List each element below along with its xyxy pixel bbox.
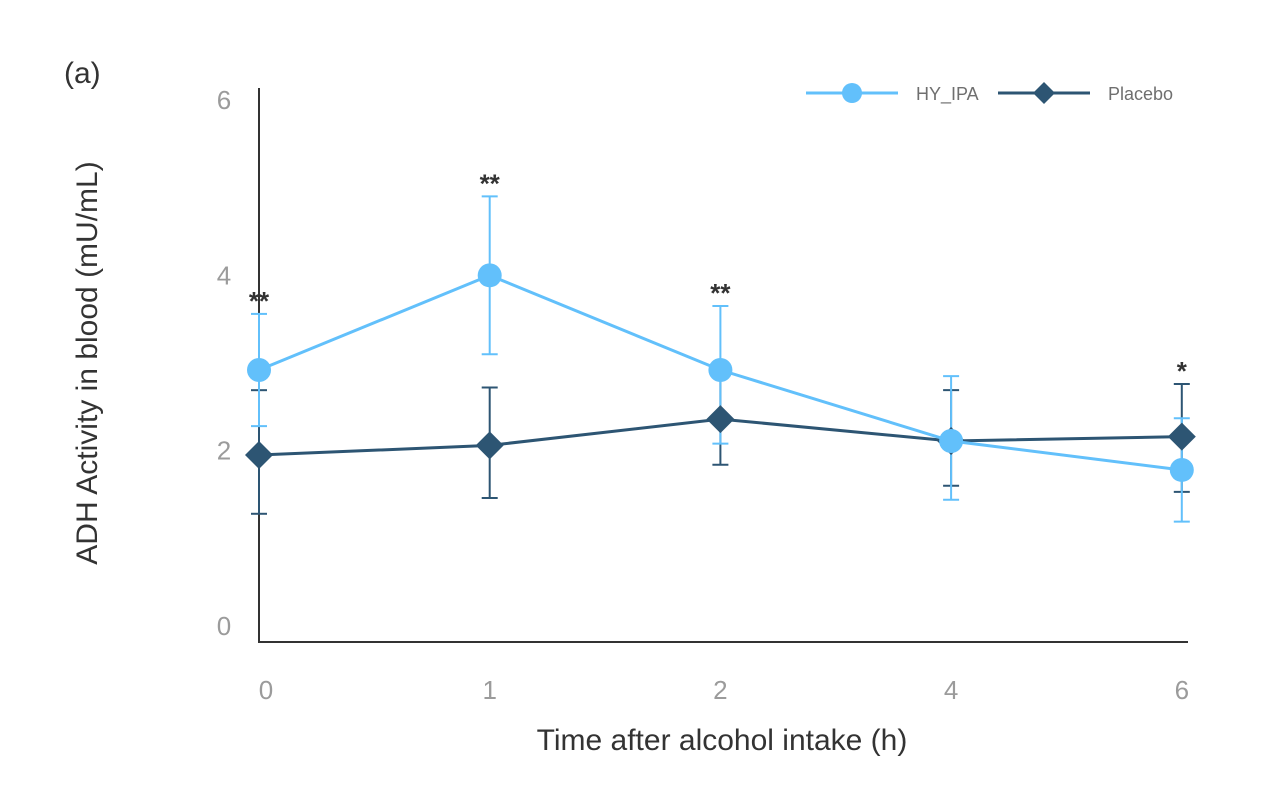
data-point bbox=[245, 441, 273, 470]
legend-item-placebo: Placebo bbox=[998, 82, 1173, 104]
x-tick-label: 1 bbox=[482, 675, 496, 705]
y-axis-title: ADH Activity in blood (mU/mL) bbox=[71, 161, 104, 564]
data-point bbox=[1167, 422, 1196, 451]
data-point bbox=[477, 263, 502, 288]
legend-label: Placebo bbox=[1108, 84, 1173, 104]
x-tick-label: 0 bbox=[259, 675, 273, 705]
y-tick-label: 2 bbox=[217, 436, 231, 466]
x-axis-title: Time after alcohol intake (h) bbox=[537, 724, 908, 757]
significance-marker: ** bbox=[249, 286, 270, 316]
data-point bbox=[475, 431, 504, 460]
series-layer bbox=[245, 195, 1196, 523]
data-point bbox=[706, 405, 735, 434]
significance-marker: * bbox=[1177, 356, 1188, 386]
x-tick-labels: 0 1 2 4 6 bbox=[259, 675, 1189, 705]
data-point bbox=[247, 358, 271, 383]
y-tick-label: 4 bbox=[217, 260, 231, 290]
legend-label: HY_IPA bbox=[916, 84, 979, 105]
legend-marker-diamond bbox=[1033, 82, 1055, 104]
y-tick-label: 0 bbox=[217, 611, 231, 641]
significance-marker: ** bbox=[480, 168, 501, 198]
x-tick-label: 2 bbox=[713, 675, 727, 705]
y-tick-label: 6 bbox=[217, 85, 231, 115]
x-tick-label: 6 bbox=[1175, 675, 1189, 705]
data-point bbox=[939, 429, 964, 454]
significance-marker: ** bbox=[710, 278, 731, 308]
panel-label: (a) bbox=[64, 57, 101, 90]
data-point bbox=[1169, 457, 1194, 482]
significance-annotations: ******* bbox=[249, 168, 1188, 386]
legend-item-hy-ipa: HY_IPA bbox=[806, 83, 979, 105]
x-tick-label: 4 bbox=[944, 675, 958, 705]
data-point bbox=[708, 358, 733, 383]
legend-marker-circle bbox=[842, 83, 862, 103]
legend: HY_IPA Placebo bbox=[806, 82, 1173, 105]
y-tick-labels: 0 2 4 6 bbox=[217, 85, 231, 641]
series-hy-ipa bbox=[247, 263, 1194, 482]
